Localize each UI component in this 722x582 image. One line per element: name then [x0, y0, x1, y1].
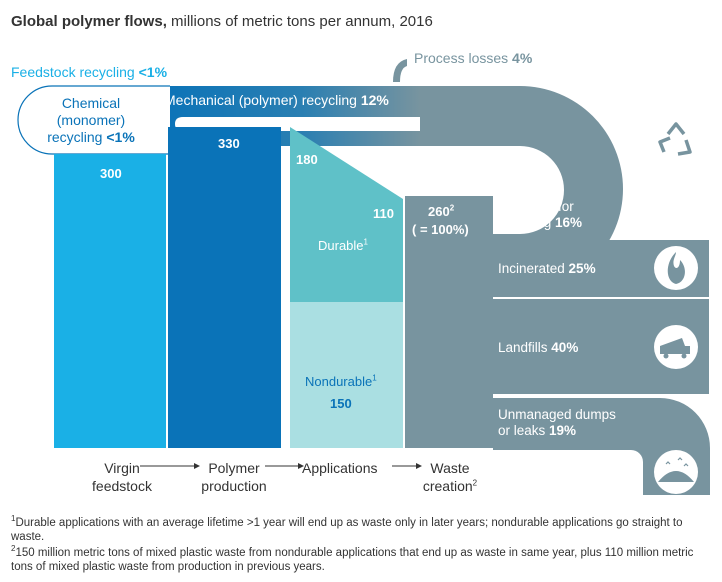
- dump-mound-icon: [654, 450, 698, 494]
- feedstock-recycling-label: Feedstock recycling <1%: [11, 64, 168, 80]
- landfills-label: Landfills 40%: [498, 340, 579, 355]
- waste-creation-bar: [405, 196, 493, 448]
- waste-total-percent: ( = 100%): [412, 222, 469, 237]
- footnote-2: 2150 million metric tons of mixed plasti…: [11, 544, 694, 573]
- chemical-recycling-loop: [17, 85, 170, 155]
- footnote-1: 1Durable applications with an average li…: [11, 514, 683, 543]
- stage-polymer-production: Polymer production: [201, 460, 267, 494]
- incinerated-label: Incinerated 25%: [498, 261, 596, 276]
- nondurable-value: 150: [330, 396, 352, 411]
- waste-total-value: 2602: [428, 203, 455, 219]
- fire-icon: [654, 246, 698, 290]
- process-losses-stream: [393, 59, 407, 82]
- stage-applications: Applications: [302, 460, 378, 476]
- virgin-feedstock-value: 300: [100, 166, 122, 181]
- recycle-icon: [654, 120, 698, 164]
- stage-virgin-feedstock: Virgin feedstock: [92, 460, 152, 494]
- nondurable-label: Nondurable1: [305, 373, 377, 389]
- stage-waste-creation: Waste creation2: [422, 460, 478, 494]
- chart-title: Global polymer flows, millions of metric…: [11, 13, 433, 30]
- collected-label: Collected for recycling 16%: [498, 199, 583, 230]
- applications-value: 180: [296, 152, 318, 167]
- nondurable-bar: [290, 302, 403, 448]
- mechanical-recycling-label: Mechanical (polymer) recycling 12%: [164, 92, 389, 108]
- process-losses-label: Process losses 4%: [414, 50, 533, 66]
- chemical-recycling-label: Chemical (monomer) recycling <1%: [47, 95, 135, 145]
- durable-bar: [290, 127, 403, 302]
- virgin-feedstock-bar: [54, 154, 166, 448]
- polymer-production-value: 330: [218, 136, 240, 151]
- arrow-right-icon: [140, 463, 422, 469]
- polymer-production-bar: [168, 127, 281, 448]
- unmanaged-label: Unmanaged dumps or leaks 19%: [498, 407, 616, 438]
- durable-label: Durable1: [318, 237, 368, 253]
- durable-value: 110: [373, 206, 394, 221]
- dump-truck-icon: [654, 325, 698, 369]
